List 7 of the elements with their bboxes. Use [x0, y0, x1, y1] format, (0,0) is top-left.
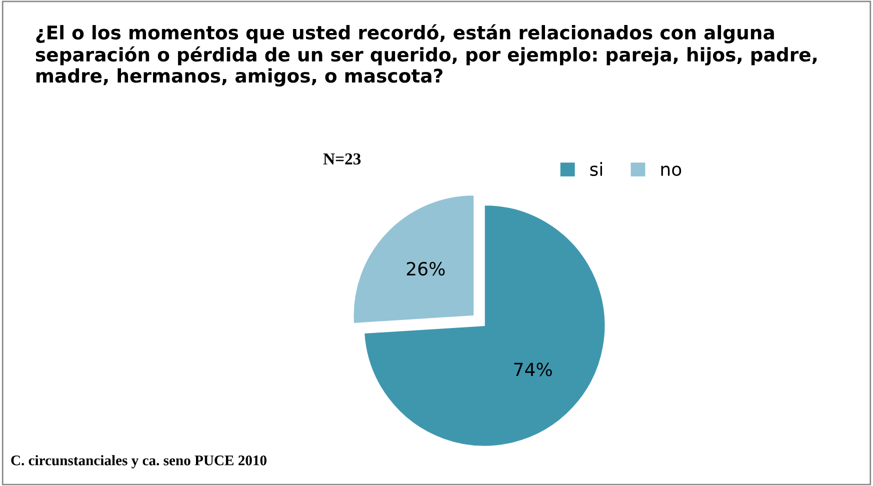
legend-label: si: [590, 162, 602, 176]
text: C. circunstanciales y ca. seno PUCE 2010: [11, 455, 266, 468]
data-label: 74%: [514, 362, 552, 376]
text: N=23: [323, 153, 361, 165]
data-label: 26%: [406, 262, 445, 276]
legend-label: no: [661, 166, 682, 176]
chart-title: ¿El o los momentos que usted recordó, están relacionados con alguna separación o pérdida de un ser querido, por ejemplo: pareja, hijos, padre, madre, hermanos, amigos, o mascota?: [36, 24, 817, 87]
